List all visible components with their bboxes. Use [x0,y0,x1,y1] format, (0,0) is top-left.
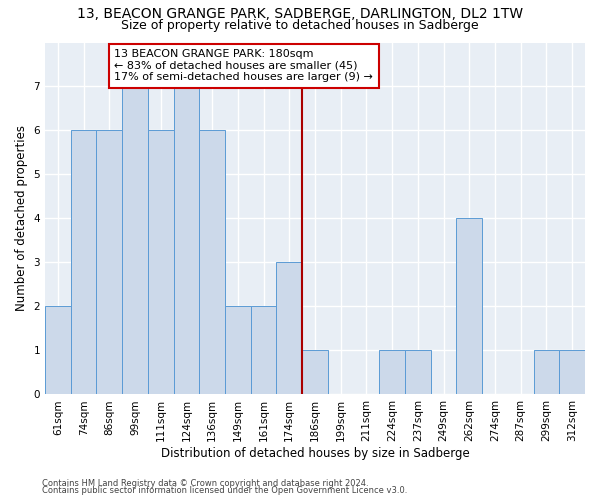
Text: Contains public sector information licensed under the Open Government Licence v3: Contains public sector information licen… [42,486,407,495]
Bar [277,262,302,394]
Bar [405,350,431,395]
Text: 13 BEACON GRANGE PARK: 180sqm
← 83% of detached houses are smaller (45)
17% of s: 13 BEACON GRANGE PARK: 180sqm ← 83% of d… [115,49,373,82]
Text: Contains HM Land Registry data © Crown copyright and database right 2024.: Contains HM Land Registry data © Crown c… [42,478,368,488]
Bar [379,350,405,395]
Bar [251,306,277,394]
Bar [122,86,148,395]
Text: Size of property relative to detached houses in Sadberge: Size of property relative to detached ho… [121,18,479,32]
Bar [45,306,71,394]
X-axis label: Distribution of detached houses by size in Sadberge: Distribution of detached houses by size … [161,447,469,460]
Bar [173,86,199,395]
Text: 13, BEACON GRANGE PARK, SADBERGE, DARLINGTON, DL2 1TW: 13, BEACON GRANGE PARK, SADBERGE, DARLIN… [77,8,523,22]
Bar [148,130,173,394]
Bar [199,130,225,394]
Bar [97,130,122,394]
Y-axis label: Number of detached properties: Number of detached properties [15,126,28,312]
Bar [533,350,559,395]
Bar [225,306,251,394]
Bar [457,218,482,394]
Bar [559,350,585,395]
Bar [71,130,97,394]
Bar [302,350,328,395]
